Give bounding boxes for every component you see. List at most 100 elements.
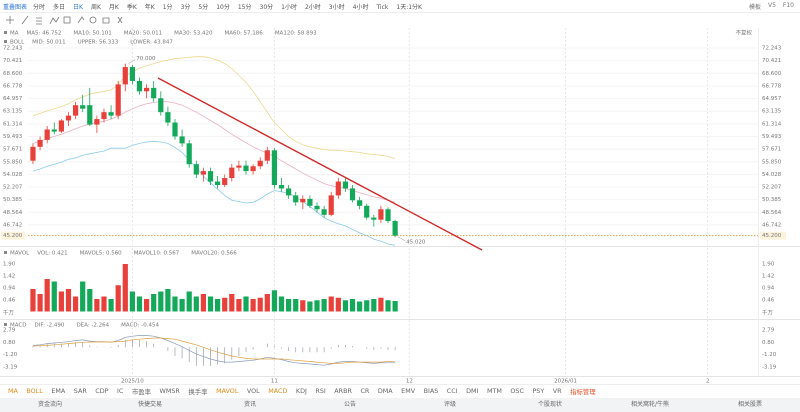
indicator-button[interactable]: KDJ xyxy=(295,387,307,395)
volume-bar xyxy=(385,300,391,312)
timeframe-tab[interactable]: 月K xyxy=(108,3,119,11)
fib-tool[interactable] xyxy=(77,16,85,24)
indicator-button[interactable]: WMSR xyxy=(159,387,180,395)
timeframe-tab[interactable]: Tick xyxy=(376,3,389,11)
timeframe-tab[interactable]: 日K xyxy=(73,3,83,11)
indicator-button[interactable]: DMI xyxy=(466,387,479,395)
y-tick-label: 57.671 xyxy=(762,147,781,153)
timeframe-tab[interactable]: 3分 xyxy=(180,3,191,11)
nav-tab[interactable]: 快捷交易 xyxy=(137,401,162,408)
volume-bar xyxy=(222,297,228,312)
candle-body xyxy=(44,129,50,140)
indicator-button[interactable]: MACD xyxy=(268,387,288,395)
timeframe-tab[interactable]: 分时 xyxy=(33,3,46,11)
indicator-button[interactable]: MA xyxy=(8,387,18,395)
indicator-manage[interactable]: 指标管理 xyxy=(570,387,596,396)
hline-tool[interactable] xyxy=(36,17,42,25)
candle-body xyxy=(286,188,292,196)
clear-tool[interactable] xyxy=(117,16,123,24)
legend-item: MA10: 50.101 xyxy=(73,31,111,37)
last-price-box xyxy=(1,231,25,240)
toolbar-button[interactable]: V5 xyxy=(767,1,776,9)
indicator-button[interactable]: CCI xyxy=(446,387,458,395)
indicator-button[interactable]: 换手率 xyxy=(188,387,208,396)
indicator-button[interactable]: PSY xyxy=(532,387,545,395)
nav-tab[interactable]: 相关股票 xyxy=(737,401,762,408)
volume-bar xyxy=(342,300,349,312)
nav-tab[interactable]: 公告 xyxy=(343,401,356,408)
nav-tab[interactable]: 相关窝轮/牛熊 xyxy=(630,401,670,408)
timeframe-tab[interactable]: 1分 xyxy=(162,3,173,11)
indicator-button[interactable]: SAR xyxy=(73,387,87,395)
indicator-button[interactable]: IC xyxy=(117,387,124,395)
high-pointer xyxy=(128,59,136,64)
indicator-button[interactable]: MAVOL xyxy=(216,387,239,395)
candle-body xyxy=(364,205,370,218)
indicator-button[interactable]: CR xyxy=(360,387,370,395)
volume-bar xyxy=(122,264,128,312)
volume-bar xyxy=(87,289,93,312)
y-tick-label: 0.80 xyxy=(762,340,775,346)
candle-body xyxy=(80,105,86,109)
indicator-button[interactable]: BOLL xyxy=(26,387,43,395)
timeframe-tab[interactable]: 年K xyxy=(144,3,155,11)
timeframe-tab[interactable]: 多日 xyxy=(53,3,66,11)
bottom-nav: 资金流向 快捷交易 资讯 公告 评级 个股现状 相关窝轮/牛熊 相关股票 xyxy=(0,398,800,412)
volume-bar xyxy=(300,300,306,312)
indicator-button[interactable]: 市盈率 xyxy=(131,387,152,396)
timeframe-tab[interactable]: 10分 xyxy=(216,3,230,11)
timeframe-tab[interactable]: 2小时 xyxy=(304,3,321,11)
indicator-button[interactable]: VR xyxy=(552,387,562,395)
indicator-button[interactable]: OSC xyxy=(510,387,524,395)
y-tick-label: 1.42 xyxy=(3,274,15,280)
toolbar-button[interactable]: 模板 xyxy=(748,3,761,11)
indicator-button[interactable]: RSI xyxy=(315,387,326,395)
toolbar-button[interactable]: F10 xyxy=(782,1,794,9)
nav-tab[interactable]: 资金流向 xyxy=(37,401,62,408)
crosshair-tool[interactable] xyxy=(6,16,14,24)
y-tick-label: 68.600 xyxy=(3,71,23,77)
indicator-button[interactable]: EMV xyxy=(401,387,416,395)
indicator-button[interactable]: BIAS xyxy=(423,387,439,395)
timeframe-tab[interactable]: 1天:1分K xyxy=(396,3,422,11)
y-tick-label: 48.564 xyxy=(3,210,23,216)
nav-tab[interactable]: 资讯 xyxy=(243,401,256,408)
timeframe-tab[interactable]: 5分 xyxy=(198,3,209,11)
line-tool[interactable] xyxy=(21,15,29,25)
legend-item: VOL: 0.421 xyxy=(37,251,67,257)
volume-bar xyxy=(179,299,185,312)
x-tick-label: 2026/01 xyxy=(554,379,577,385)
nav-tab[interactable]: 评级 xyxy=(443,401,456,408)
indicator-button[interactable]: MTM xyxy=(486,387,502,395)
timeframe-tab[interactable]: 30分 xyxy=(259,3,274,11)
indicator-button[interactable]: ARBR xyxy=(334,387,352,395)
nav-tab[interactable]: 个股现状 xyxy=(537,401,562,408)
y-tick-label: 50.385 xyxy=(3,197,23,203)
y-tick-label: -1.20 xyxy=(3,352,18,358)
timeframe-tab[interactable]: 周K xyxy=(90,3,101,11)
candle-body xyxy=(314,205,320,210)
last-price-box xyxy=(760,231,786,240)
axis-unit: 千万 xyxy=(3,309,15,317)
indicator-button[interactable]: EMA xyxy=(51,387,66,395)
volume-bar xyxy=(101,296,107,312)
indicator-button[interactable]: DMA xyxy=(377,387,393,395)
volume-bar xyxy=(371,299,377,312)
timeframe-tab[interactable]: 15分 xyxy=(237,3,252,11)
indicator-button[interactable]: VOL xyxy=(246,387,260,395)
y-tick-label: 54.028 xyxy=(3,172,23,178)
timeframe-tab[interactable]: 4小时 xyxy=(352,3,369,11)
indicator-button[interactable]: CDP xyxy=(95,387,109,395)
wave-tool[interactable] xyxy=(49,16,60,25)
overlay-button[interactable]: 重叠图表 xyxy=(3,3,28,11)
y-tick-label: 70.421 xyxy=(762,58,781,64)
volume-bar xyxy=(349,299,356,312)
timeframe-tab[interactable]: 3小时 xyxy=(328,3,345,11)
text-tool[interactable] xyxy=(102,17,110,24)
legend-item: MID: 50.011 xyxy=(32,40,65,46)
circle-tool[interactable] xyxy=(89,16,97,24)
timeframe-tab[interactable]: 1小时 xyxy=(281,3,297,11)
rect-tool[interactable] xyxy=(63,16,71,24)
candle-body xyxy=(72,105,79,116)
timeframe-tab[interactable]: 季K xyxy=(126,3,137,11)
